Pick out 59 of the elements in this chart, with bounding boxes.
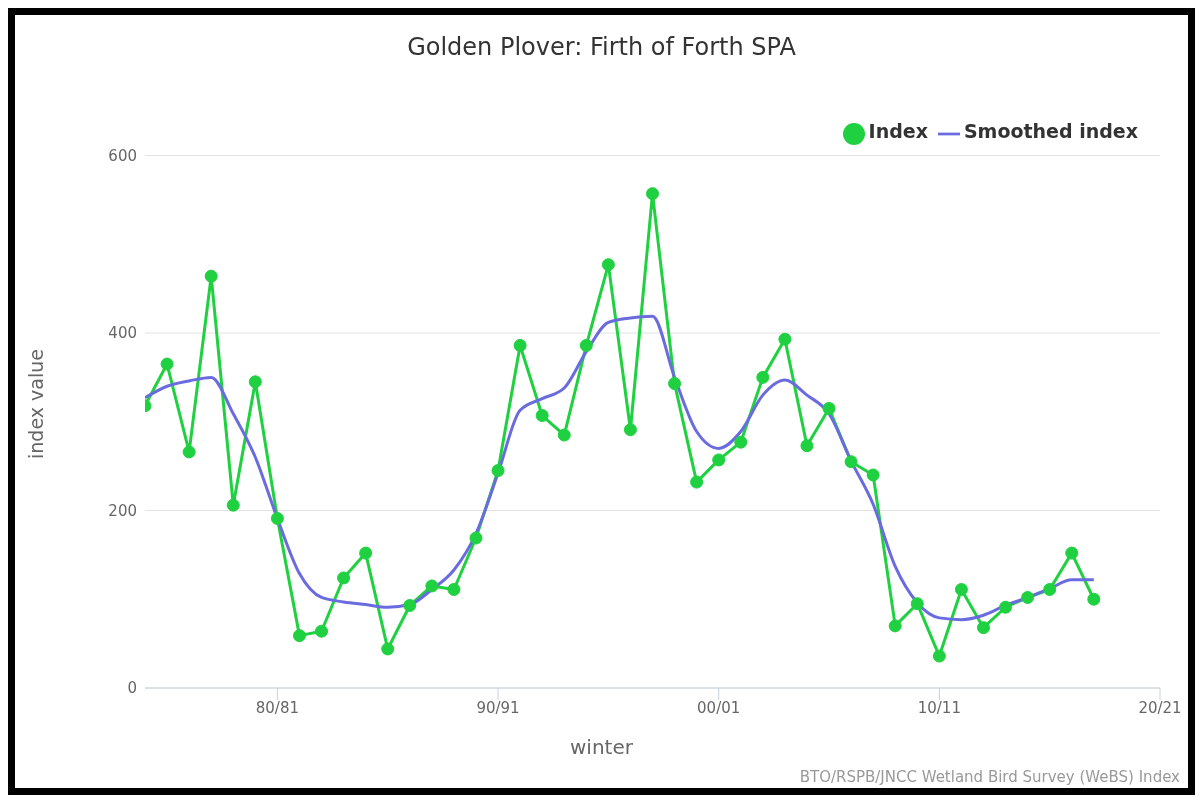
point: [226, 498, 240, 512]
point: [248, 375, 262, 389]
point: [999, 600, 1013, 614]
y-axis-title: index value: [25, 349, 47, 459]
point: [976, 621, 990, 635]
point: [557, 428, 571, 442]
x-tick-label: 90/91: [476, 698, 520, 717]
point: [337, 571, 351, 585]
point: [381, 642, 395, 656]
point: [182, 445, 196, 459]
point: [292, 629, 306, 643]
x-tick-label: 00/01: [697, 698, 741, 717]
point: [800, 439, 814, 453]
legend-label: Smoothed index: [963, 120, 1138, 142]
point: [579, 338, 593, 352]
point: [1065, 546, 1079, 560]
y-tick-label: 400: [108, 324, 137, 343]
point: [623, 423, 637, 437]
point: [932, 649, 946, 663]
point: [756, 370, 770, 384]
y-tick-label: 200: [108, 501, 137, 520]
point: [1087, 592, 1101, 606]
point: [734, 435, 748, 449]
point: [1043, 582, 1057, 596]
point: [690, 475, 704, 489]
x-tick-label: 10/11: [917, 698, 961, 717]
point: [513, 338, 527, 352]
point: [668, 377, 682, 391]
chart-title: Golden Plover: Firth of Forth SPA: [406, 33, 797, 61]
point: [601, 258, 615, 272]
point: [646, 187, 659, 201]
point: [359, 546, 373, 560]
y-tick-label: 600: [108, 146, 137, 165]
x-axis-title: winter: [569, 735, 634, 759]
point: [447, 582, 461, 596]
point: [712, 453, 726, 467]
legend-label: Index: [868, 120, 928, 142]
point: [535, 409, 549, 423]
point: [1021, 590, 1035, 604]
point: [910, 597, 924, 611]
point: [160, 357, 174, 371]
point: [844, 455, 858, 469]
point: [954, 582, 968, 596]
point: [204, 269, 218, 283]
point: [778, 332, 792, 346]
point: [469, 531, 483, 545]
point: [491, 464, 505, 478]
x-tick-label: 80/81: [255, 698, 300, 717]
point: [403, 598, 417, 612]
text: BTO/RSPB/JNCC Wetland Bird Survey (WeBS) Index: [799, 768, 1180, 786]
point: [888, 619, 902, 633]
x-tick-label: 20/21: [1138, 698, 1182, 717]
line-series: [145, 314, 1096, 622]
point: [866, 468, 880, 482]
point: [822, 401, 836, 415]
point: [270, 511, 284, 525]
point: [315, 624, 329, 638]
y-tick-label: 0: [127, 679, 137, 698]
point: [425, 579, 439, 593]
